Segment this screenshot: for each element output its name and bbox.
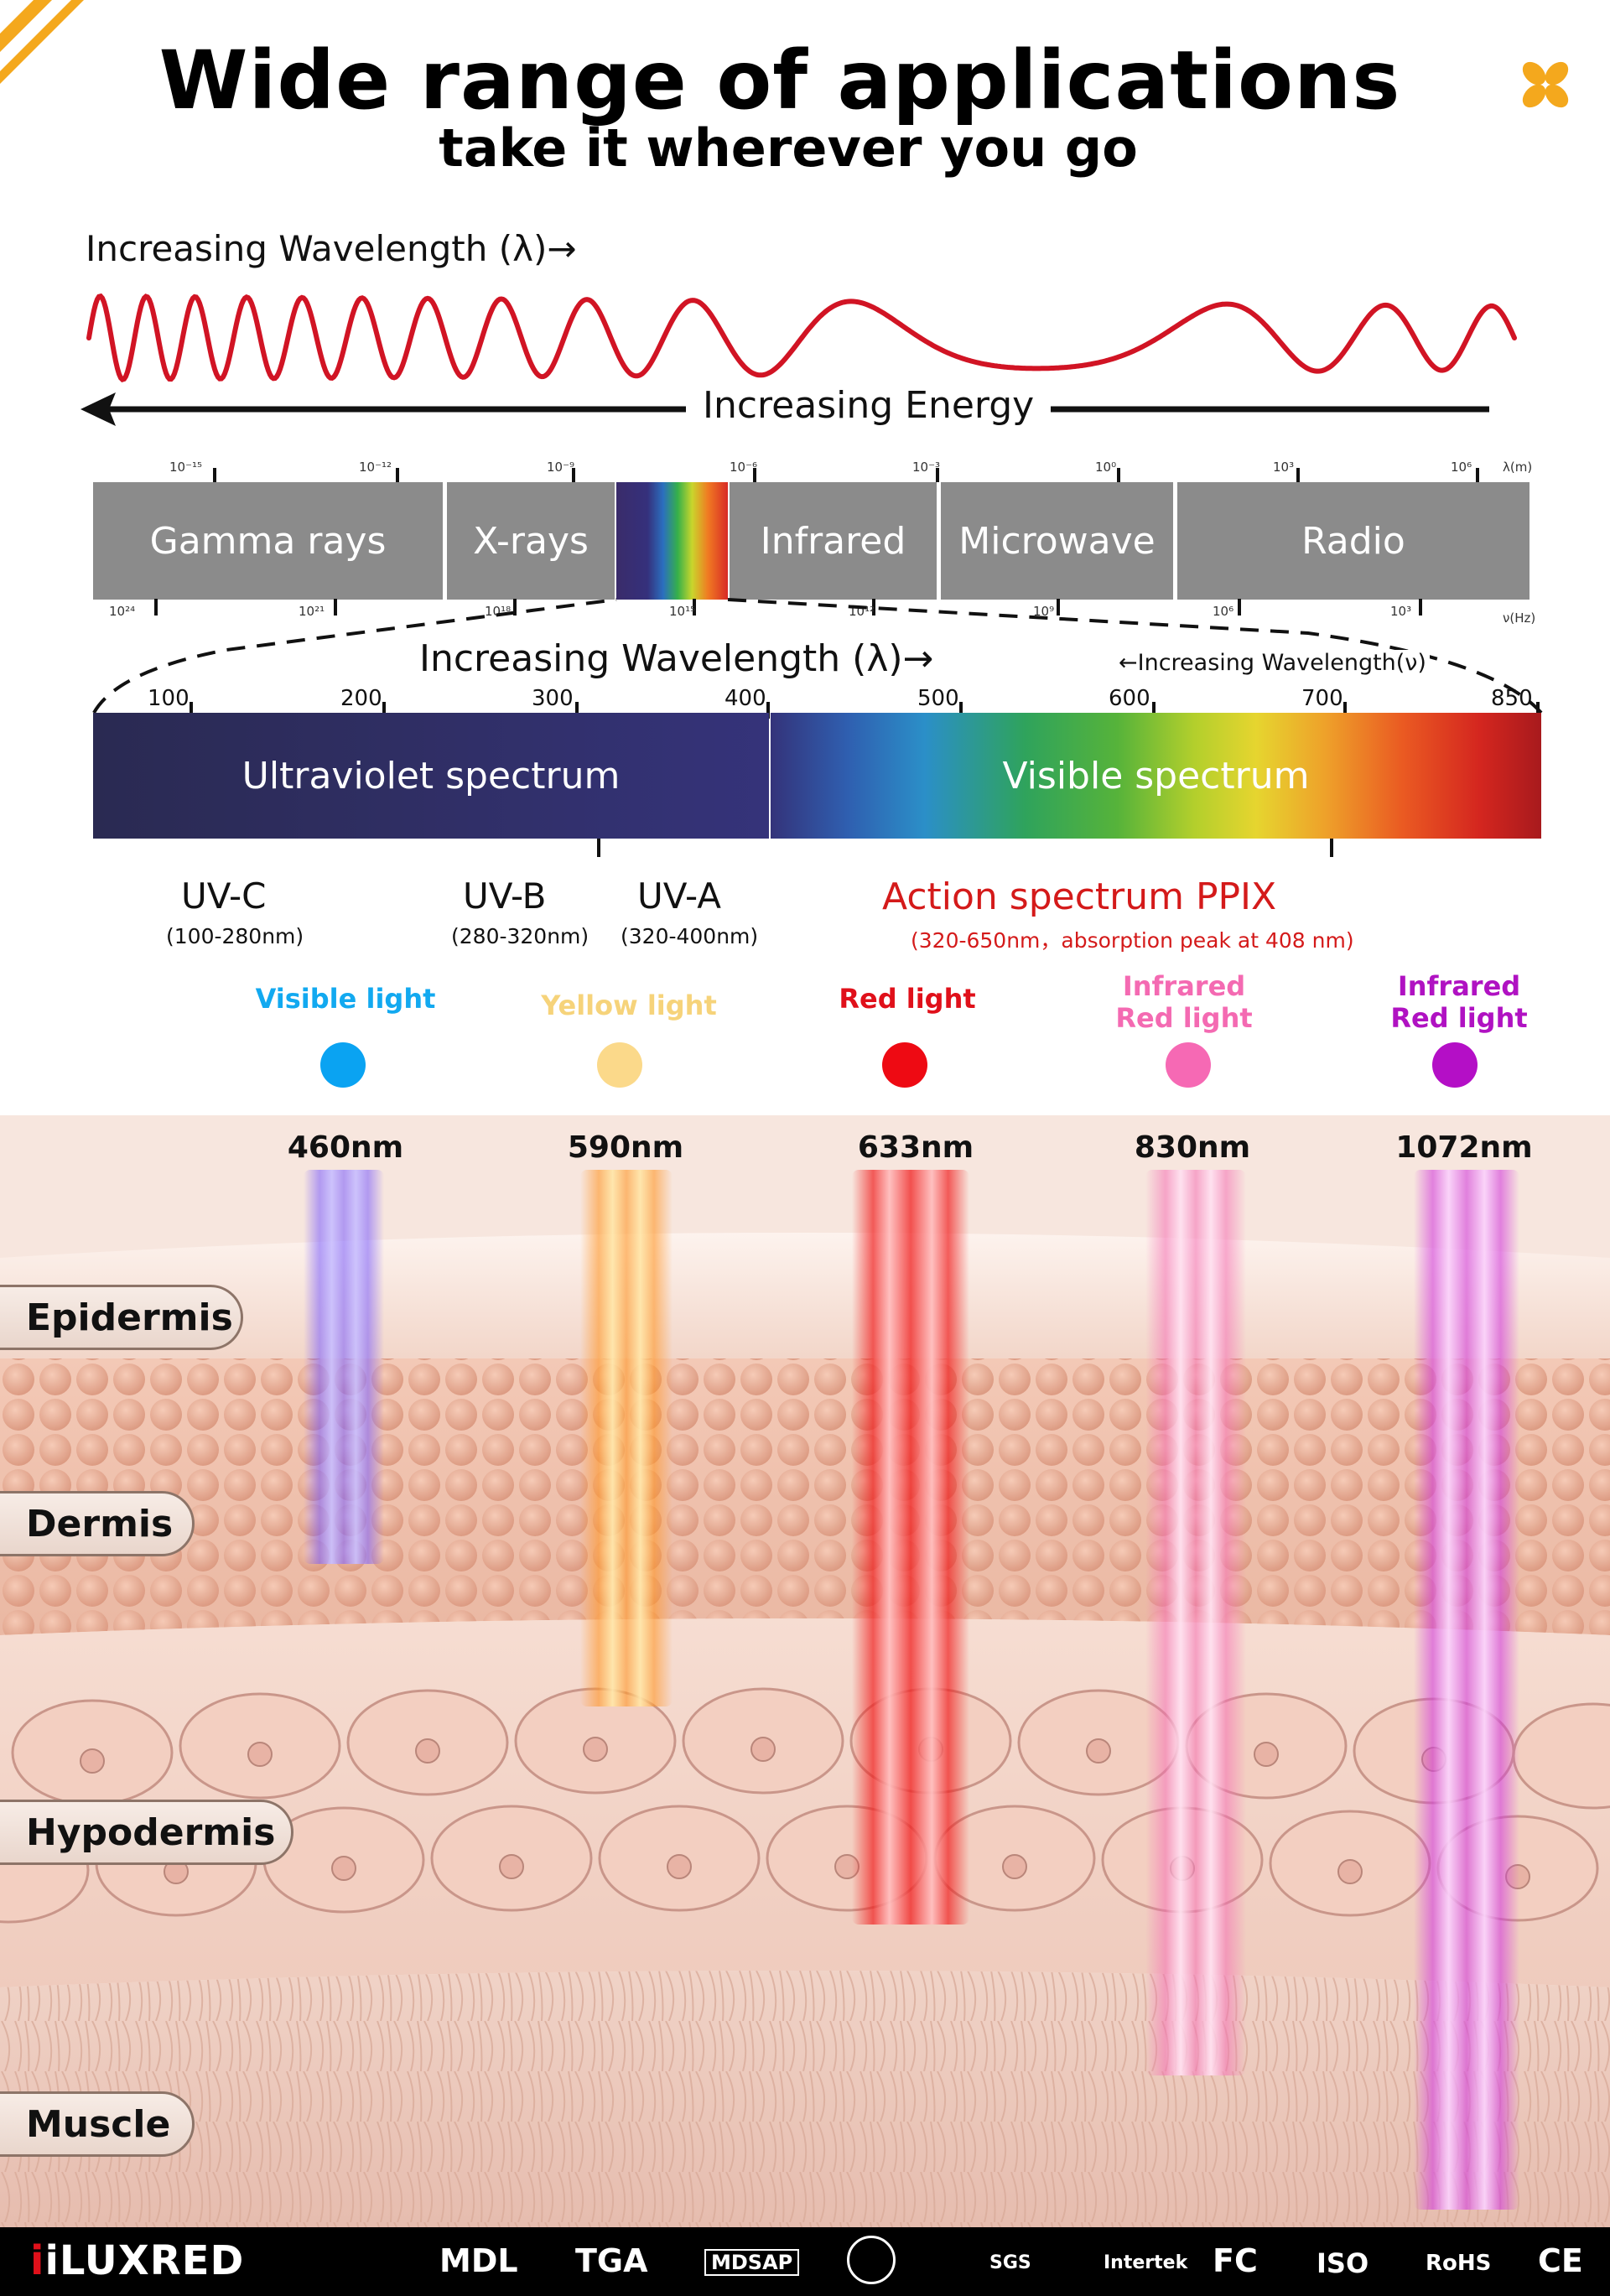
dot-460nm bbox=[320, 1042, 366, 1088]
ultraviolet-spectrum-label: Ultraviolet spectrum bbox=[242, 754, 621, 797]
uv-a-range: (320-400nm) bbox=[621, 924, 759, 948]
zoom-frequency-label: ←Increasing Wavelength(ν) bbox=[1115, 650, 1430, 676]
wavelength-tick: 10³ bbox=[1273, 460, 1295, 475]
wavelength-633nm: 633nm bbox=[857, 1130, 974, 1165]
visible-spectrum-label: Visible spectrum bbox=[1002, 754, 1310, 797]
wavelength-wave bbox=[86, 293, 1517, 382]
dot-590nm bbox=[597, 1042, 642, 1088]
dot-830nm bbox=[1166, 1042, 1211, 1088]
wavelength-tick: 10⁻¹⁵ bbox=[169, 460, 203, 475]
action-spectrum-detail: (320-650nm，absorption peak at 408 nm) bbox=[911, 928, 1354, 953]
beam-460nm bbox=[304, 1170, 384, 1564]
band-radio: Radio bbox=[1177, 482, 1530, 600]
wavelength-1072nm: 1072nm bbox=[1395, 1130, 1533, 1165]
scale-label: 400 bbox=[724, 686, 766, 711]
frequency-unit: ν(Hz) bbox=[1503, 610, 1536, 626]
bottom-tick-marks bbox=[154, 599, 1422, 616]
action-spectrum-title: Action spectrum PPIX bbox=[882, 875, 1277, 918]
cert-fc: FC bbox=[1213, 2242, 1258, 2279]
uv-a-label: UV-A bbox=[637, 875, 721, 917]
wavelength-460nm: 460nm bbox=[287, 1130, 404, 1165]
frequency-tick: 10⁶ bbox=[1213, 604, 1234, 619]
cert-tga: TGA bbox=[575, 2242, 648, 2279]
uv-c-label: UV-C bbox=[181, 875, 267, 917]
dot-1072nm bbox=[1432, 1042, 1478, 1088]
bar-tick-marks bbox=[597, 839, 1333, 857]
light-label-830nm: Infrared Red light bbox=[1115, 970, 1253, 1034]
scale-label: 850 bbox=[1491, 686, 1533, 711]
scale-label: 500 bbox=[917, 686, 959, 711]
brand-logo: iiLUXRED bbox=[30, 2237, 245, 2284]
frequency-tick: 10²⁴ bbox=[109, 604, 136, 619]
wavelength-tick: 10⁰ bbox=[1095, 460, 1117, 475]
top-tick-marks bbox=[213, 468, 1479, 485]
frequency-tick: 10¹⁵ bbox=[669, 604, 696, 619]
uv-c-range: (100-280nm) bbox=[166, 924, 304, 948]
cert-mdsap: MDSAP bbox=[704, 2249, 800, 2276]
light-label-590nm: Yellow light bbox=[541, 990, 717, 1021]
layer-tag-epidermis: Epidermis bbox=[0, 1285, 243, 1350]
zoom-wavelength-label: Increasing Wavelength (λ)→ bbox=[414, 637, 939, 680]
wavelength-tick: 10⁻⁶ bbox=[730, 460, 758, 475]
dot-633nm bbox=[882, 1042, 927, 1088]
band-gamma-rays: Gamma rays bbox=[93, 482, 445, 600]
band-infrared: Infrared bbox=[730, 482, 939, 600]
layer-tag-muscle: Muscle bbox=[0, 2091, 195, 2157]
ultraviolet-spectrum-bar: Ultraviolet spectrum bbox=[93, 713, 769, 839]
cert-sgs: SGS bbox=[989, 2252, 1031, 2273]
light-label-633nm: Red light bbox=[839, 983, 976, 1015]
wavelength-tick: 10⁶ bbox=[1451, 460, 1472, 475]
layer-tag-dermis: Dermis bbox=[0, 1491, 195, 1556]
cert-rohs: RoHS bbox=[1426, 2251, 1492, 2276]
uv-b-range: (280-320nm) bbox=[451, 924, 589, 948]
band-x-rays: X-rays bbox=[447, 482, 615, 600]
flower-icon bbox=[1522, 61, 1569, 108]
wavelength-590nm: 590nm bbox=[567, 1130, 684, 1165]
footer-bar bbox=[0, 2227, 1610, 2296]
cert-ce: CE bbox=[1538, 2242, 1583, 2279]
visible-spectrum-bar: Visible spectrum bbox=[771, 713, 1541, 839]
wavelength-unit: λ(m) bbox=[1503, 460, 1533, 475]
scale-label: 100 bbox=[148, 686, 190, 711]
light-label-1072nm: Infrared Red light bbox=[1390, 970, 1528, 1034]
beam-633nm bbox=[852, 1170, 969, 1925]
cert-intertek: Intertek bbox=[1104, 2252, 1188, 2273]
zoom-connector-lines bbox=[92, 598, 1543, 714]
wavelength-tick: 10⁻⁹ bbox=[547, 460, 575, 475]
scale-label: 600 bbox=[1109, 686, 1150, 711]
beam-1072nm bbox=[1414, 1170, 1519, 2210]
frequency-tick: 10²¹ bbox=[299, 604, 325, 619]
skin-cross-section bbox=[0, 1115, 1610, 2231]
scale-label: 300 bbox=[532, 686, 574, 711]
uv-b-label: UV-B bbox=[463, 875, 547, 917]
wavelength-830nm: 830nm bbox=[1134, 1130, 1251, 1165]
frequency-tick: 10³ bbox=[1390, 604, 1412, 619]
cert-iso: ISO bbox=[1317, 2247, 1369, 2279]
band-microwave: Microwave bbox=[941, 482, 1176, 600]
visible-light-band bbox=[616, 482, 728, 600]
cert-mdl: MDL bbox=[439, 2242, 518, 2279]
layer-tag-hypodermis: Hypodermis bbox=[0, 1800, 293, 1865]
wavelength-label: Increasing Wavelength (λ)→ bbox=[86, 228, 577, 269]
frequency-tick: 10⁹ bbox=[1033, 604, 1055, 619]
energy-label: Increasing Energy bbox=[686, 384, 1052, 427]
corner-stripes-decoration bbox=[0, 0, 84, 84]
beam-830nm bbox=[1145, 1170, 1246, 2075]
wavelength-tick: 10⁻³ bbox=[912, 460, 941, 475]
page-title: Wide range of applications bbox=[158, 34, 1401, 127]
beam-590nm bbox=[580, 1170, 673, 1706]
scale-label: 200 bbox=[340, 686, 382, 711]
scale-label: 700 bbox=[1301, 686, 1343, 711]
light-label-460nm: Visible light bbox=[255, 983, 436, 1015]
page-subtitle: take it wherever you go bbox=[439, 117, 1138, 179]
cert-seal-icon bbox=[847, 2236, 896, 2284]
wavelength-tick: 10⁻¹² bbox=[359, 460, 392, 475]
